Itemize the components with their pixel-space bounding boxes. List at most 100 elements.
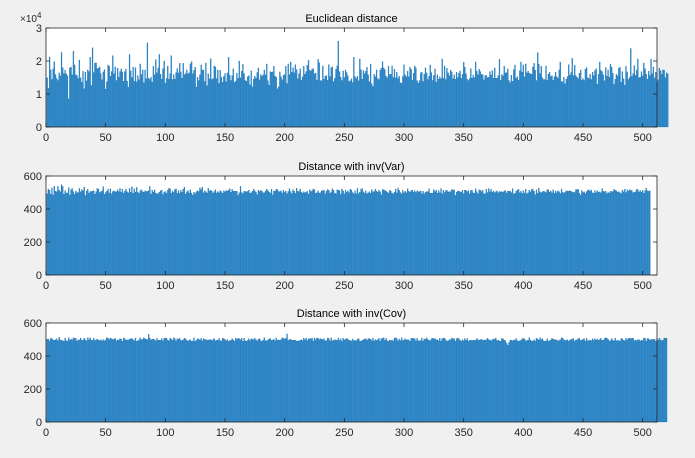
bar [91,190,94,276]
bar [371,189,373,276]
bar [650,58,652,128]
bar [232,191,234,276]
bar [482,190,484,276]
bar [255,192,257,276]
bar [497,340,499,423]
bar [574,341,576,423]
bar [103,69,106,128]
bar [528,337,530,423]
bar [214,66,217,128]
bar [516,189,518,276]
bar [432,338,434,423]
bar [433,338,435,423]
bar [348,340,350,423]
bar [194,193,196,276]
bar [577,189,579,276]
bar [50,69,52,128]
bar [146,191,149,276]
bar [640,339,643,423]
bar [625,66,627,128]
bar [624,340,626,423]
bar [500,80,502,128]
x-tick-label: 200 [275,132,293,144]
bar [566,339,569,423]
bar [201,186,203,276]
x-tick-label: 100 [156,280,174,292]
bar [287,191,289,276]
bar [644,190,646,276]
bar [551,192,553,276]
bar [479,71,481,128]
bar [508,80,510,128]
bar [408,191,410,276]
bar [562,192,564,276]
bar [276,189,279,276]
bar [398,338,400,423]
bar [361,340,363,423]
bar [533,191,535,276]
bar [185,338,187,423]
bar [188,339,190,423]
bar [248,75,250,128]
bar [464,190,466,276]
bar [323,338,325,423]
bar [513,339,515,423]
bar [615,190,618,276]
bar [132,193,134,276]
bar [465,340,467,423]
bar [645,74,647,128]
bar [216,340,218,423]
bar [491,70,493,128]
bar [344,69,347,128]
bar [230,340,232,423]
bar [613,189,615,276]
bar [596,338,598,423]
bar [515,191,517,276]
bar [522,64,524,128]
bar [148,190,150,276]
bar [421,193,423,276]
y-tick-label: 0 [36,122,42,134]
bar [85,340,88,423]
bar [315,339,317,423]
bar [375,69,378,128]
bar [540,192,542,276]
bar [356,188,359,276]
bar [366,340,368,423]
bar [416,338,418,423]
bar [479,339,481,423]
bar [523,192,526,276]
bar [259,338,261,423]
bar [272,194,274,276]
bar [483,79,485,128]
bar [640,71,643,128]
bar [622,340,625,423]
bar [325,75,328,128]
bar [652,339,655,423]
bar [168,79,170,128]
bar [89,191,91,276]
bar [168,188,170,276]
bar [585,67,588,128]
bar [569,190,571,276]
bar [82,71,84,128]
bar [664,338,666,423]
bar [151,339,153,423]
bar [502,338,504,423]
bar [180,190,182,276]
bar [535,80,538,128]
bar [449,70,452,128]
bar [447,191,449,276]
bar [492,190,495,276]
bar [182,189,184,276]
bar [107,338,109,423]
bar [87,337,89,423]
bar [355,340,357,423]
bar [331,66,334,128]
bar [589,339,591,423]
bar [96,188,98,276]
bar [113,339,115,423]
bar [467,340,470,423]
bar [417,191,419,276]
